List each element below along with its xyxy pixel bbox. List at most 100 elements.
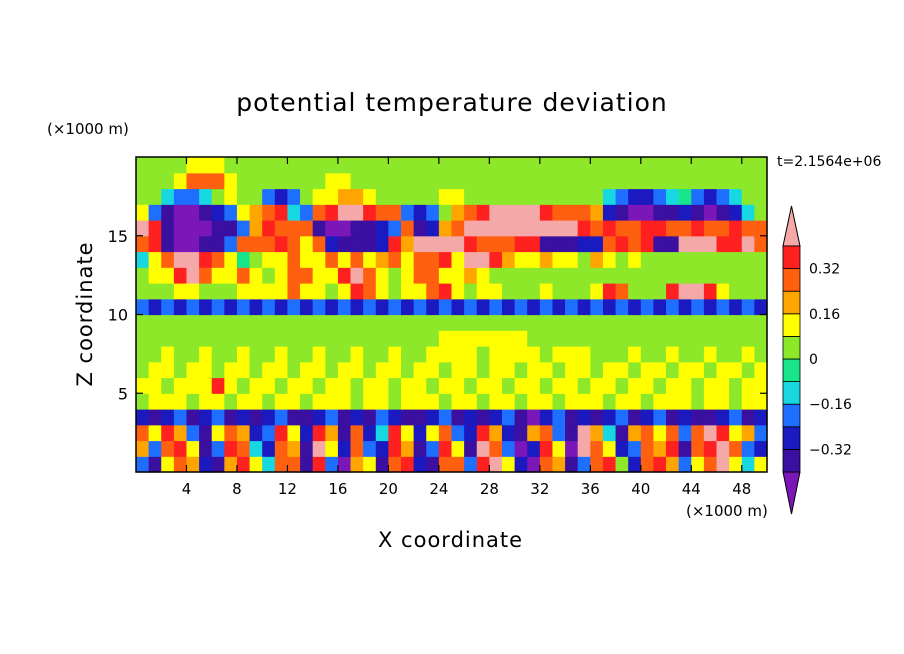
field-cell bbox=[754, 204, 768, 221]
field-cell bbox=[300, 393, 314, 410]
field-cell bbox=[489, 235, 503, 253]
field-cell bbox=[464, 157, 478, 174]
field-cell bbox=[464, 424, 478, 442]
field-cell bbox=[161, 456, 175, 473]
field-cell bbox=[274, 267, 289, 284]
field-cell bbox=[148, 188, 162, 205]
field-cell bbox=[640, 440, 655, 457]
field-cell bbox=[666, 314, 680, 331]
field-cell bbox=[262, 283, 276, 300]
field-cell bbox=[287, 251, 301, 268]
field-cell bbox=[363, 330, 377, 347]
field-cell bbox=[236, 424, 251, 442]
field-cell bbox=[426, 157, 440, 174]
field-cell bbox=[426, 361, 440, 379]
field-cell bbox=[186, 251, 200, 268]
field-cell bbox=[337, 267, 352, 284]
field-cell bbox=[464, 377, 478, 394]
field-cell bbox=[438, 377, 453, 394]
field-cell bbox=[678, 330, 692, 347]
field-cell bbox=[565, 409, 579, 426]
field-cell bbox=[224, 283, 238, 300]
field-cell bbox=[451, 377, 465, 394]
field-cell bbox=[741, 220, 755, 237]
field-cell bbox=[312, 235, 326, 253]
field-cell bbox=[716, 346, 730, 363]
colorbar-segment bbox=[782, 448, 801, 473]
field-cell bbox=[514, 346, 528, 363]
field-cell bbox=[716, 172, 730, 190]
field-cell bbox=[451, 409, 465, 426]
field-cell bbox=[426, 267, 440, 284]
x-tick-label: 16 bbox=[328, 480, 347, 498]
field-cell bbox=[590, 251, 604, 268]
field-cell bbox=[565, 424, 579, 442]
field-cell bbox=[729, 456, 743, 473]
field-cell bbox=[716, 424, 730, 442]
field-cell bbox=[186, 283, 200, 300]
field-cell bbox=[678, 235, 692, 253]
field-cell bbox=[451, 220, 465, 237]
field-cell bbox=[666, 298, 680, 316]
field-cell bbox=[249, 314, 263, 331]
field-cell bbox=[173, 220, 188, 237]
field-cell bbox=[451, 424, 465, 442]
field-cell bbox=[274, 172, 289, 190]
field-cell bbox=[615, 220, 629, 237]
field-cell bbox=[300, 314, 314, 331]
field-cell bbox=[666, 330, 680, 347]
field-cell bbox=[337, 314, 352, 331]
field-cell bbox=[363, 157, 377, 174]
field-cell bbox=[666, 346, 680, 363]
field-cell bbox=[615, 283, 629, 300]
field-cell bbox=[236, 251, 251, 268]
field-cell bbox=[148, 330, 162, 347]
field-cell bbox=[527, 267, 541, 284]
field-cell bbox=[501, 267, 516, 284]
field-cell bbox=[363, 251, 377, 268]
field-cell bbox=[148, 220, 162, 237]
field-cell bbox=[691, 267, 705, 284]
field-cell bbox=[501, 172, 516, 190]
field-cell bbox=[312, 251, 326, 268]
field-cell bbox=[337, 157, 352, 174]
field-cell bbox=[577, 172, 591, 190]
field-cell bbox=[136, 298, 150, 316]
colorbar: 0.32 0.16 0 −0.16 −0.32 bbox=[782, 205, 852, 515]
field-cell bbox=[653, 157, 667, 174]
field-cell bbox=[476, 172, 490, 190]
field-cell bbox=[590, 188, 604, 205]
field-cell bbox=[325, 361, 339, 379]
field-cell bbox=[653, 393, 667, 410]
field-cell bbox=[640, 251, 655, 268]
field-cell bbox=[754, 172, 768, 190]
field-cell bbox=[640, 220, 655, 237]
field-cell bbox=[224, 456, 238, 473]
field-cell bbox=[312, 172, 326, 190]
field-cell bbox=[691, 314, 705, 331]
field-cell bbox=[325, 235, 339, 253]
field-cell bbox=[577, 220, 591, 237]
field-cell bbox=[274, 440, 289, 457]
field-cell bbox=[451, 456, 465, 473]
field-cell bbox=[173, 361, 188, 379]
field-cell bbox=[186, 440, 200, 457]
field-cell bbox=[375, 283, 389, 300]
field-cell bbox=[691, 424, 705, 442]
field-cell bbox=[337, 188, 352, 205]
colorbar-label: 0.16 bbox=[809, 307, 840, 323]
field-cell bbox=[590, 283, 604, 300]
field-cell bbox=[287, 298, 301, 316]
field-cell bbox=[438, 456, 453, 473]
field-cell bbox=[300, 346, 314, 363]
field-cell bbox=[539, 330, 554, 347]
field-cell bbox=[615, 157, 629, 174]
field-cell bbox=[262, 314, 276, 331]
field-cell bbox=[274, 409, 289, 426]
field-cell bbox=[666, 361, 680, 379]
field-cell bbox=[729, 220, 743, 237]
field-cell bbox=[438, 172, 453, 190]
field-cell bbox=[300, 377, 314, 394]
field-cell bbox=[300, 235, 314, 253]
field-cell bbox=[464, 314, 478, 331]
